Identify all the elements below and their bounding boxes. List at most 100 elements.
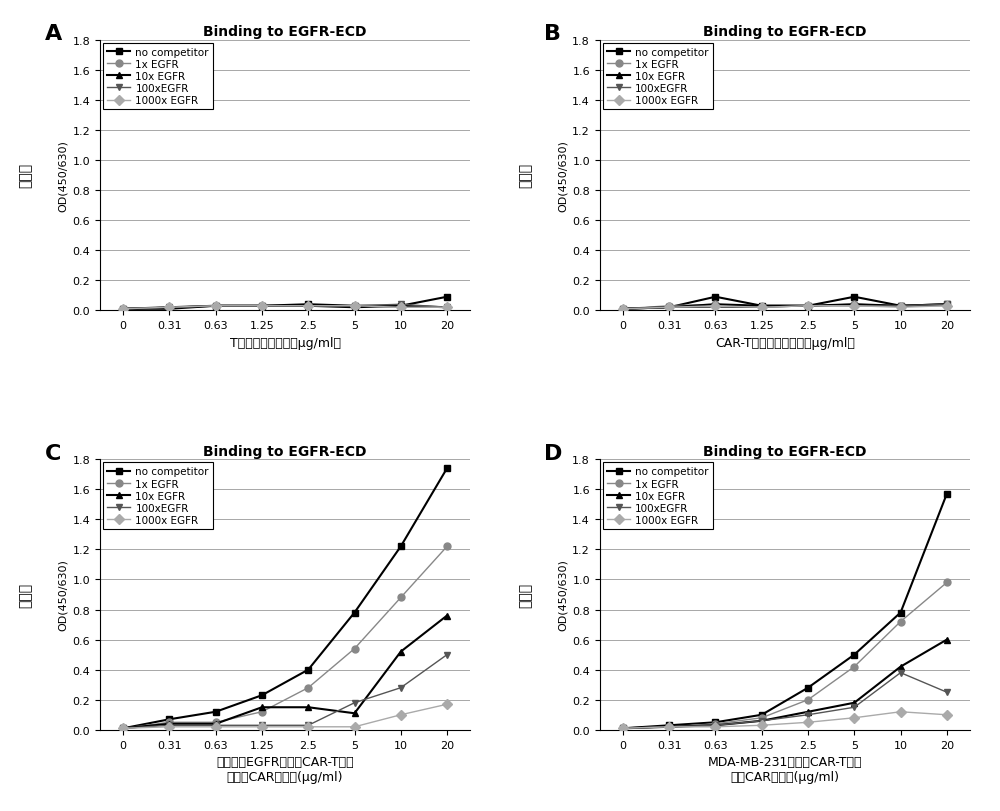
100xEGFR: [848, 702, 860, 712]
Title: Binding to EGFR-ECD: Binding to EGFR-ECD: [703, 25, 867, 40]
no competitor: [941, 300, 953, 310]
100xEGFR: [210, 302, 222, 311]
1000x EGFR: [395, 303, 407, 313]
Y-axis label: OD(450/630): OD(450/630): [558, 559, 568, 631]
no competitor: [802, 683, 814, 693]
Y-axis label: OD(450/630): OD(450/630): [58, 559, 68, 631]
1x EGFR: [663, 722, 675, 732]
10x EGFR: [117, 304, 129, 314]
100xEGFR: [756, 303, 768, 313]
no competitor: [117, 723, 129, 733]
Title: Binding to EGFR-ECD: Binding to EGFR-ECD: [203, 25, 367, 40]
Line: 1x EGFR: 1x EGFR: [120, 303, 451, 313]
100xEGFR: [163, 303, 175, 313]
1000x EGFR: [302, 302, 314, 311]
Line: 1000x EGFR: 1000x EGFR: [120, 701, 451, 732]
X-axis label: MDA-MB-231活化的CAR-T细胞
来源CAR外泌体(μg/ml): MDA-MB-231活化的CAR-T细胞 来源CAR外泌体(μg/ml): [708, 755, 862, 783]
10x EGFR: [848, 300, 860, 310]
Text: D: D: [544, 444, 563, 463]
no competitor: [163, 714, 175, 724]
Line: 10x EGFR: 10x EGFR: [619, 302, 950, 313]
1000x EGFR: [709, 722, 721, 732]
100xEGFR: [210, 720, 222, 730]
no competitor: [709, 718, 721, 727]
1000x EGFR: [802, 302, 814, 311]
10x EGFR: [163, 719, 175, 729]
1000x EGFR: [256, 722, 268, 732]
X-axis label: T细胞来源外泌体（μg/ml）: T细胞来源外泌体（μg/ml）: [230, 336, 341, 349]
no competitor: [395, 542, 407, 551]
1000x EGFR: [663, 722, 675, 732]
Line: no competitor: no competitor: [120, 294, 451, 313]
1x EGFR: [941, 302, 953, 311]
no competitor: [395, 302, 407, 311]
100xEGFR: [163, 720, 175, 730]
1x EGFR: [349, 302, 361, 311]
no competitor: [848, 293, 860, 303]
1x EGFR: [117, 304, 129, 314]
Text: 吸光度: 吸光度: [19, 582, 33, 607]
10x EGFR: [210, 302, 222, 311]
1x EGFR: [302, 302, 314, 311]
1000x EGFR: [802, 718, 814, 727]
100xEGFR: [617, 304, 629, 314]
1x EGFR: [210, 718, 222, 727]
1x EGFR: [395, 593, 407, 603]
Legend: no competitor, 1x EGFR, 10x EGFR, 100xEGFR, 1000x EGFR: no competitor, 1x EGFR, 10x EGFR, 100xEG…: [603, 463, 713, 530]
no competitor: [663, 303, 675, 313]
1x EGFR: [756, 713, 768, 723]
1x EGFR: [895, 302, 907, 311]
no competitor: [663, 720, 675, 730]
100xEGFR: [117, 723, 129, 733]
100xEGFR: [848, 302, 860, 311]
Title: Binding to EGFR-ECD: Binding to EGFR-ECD: [703, 444, 867, 458]
no competitor: [441, 293, 453, 303]
no competitor: [117, 304, 129, 314]
10x EGFR: [349, 303, 361, 313]
Legend: no competitor, 1x EGFR, 10x EGFR, 100xEGFR, 1000x EGFR: no competitor, 1x EGFR, 10x EGFR, 100xEG…: [603, 44, 713, 110]
1000x EGFR: [617, 304, 629, 314]
10x EGFR: [848, 698, 860, 708]
1000x EGFR: [210, 722, 222, 732]
no competitor: [302, 300, 314, 310]
no competitor: [210, 302, 222, 311]
100xEGFR: [663, 303, 675, 313]
no competitor: [848, 650, 860, 659]
10x EGFR: [941, 300, 953, 310]
10x EGFR: [117, 723, 129, 733]
no competitor: [941, 489, 953, 499]
Line: no competitor: no competitor: [619, 294, 950, 313]
no competitor: [302, 665, 314, 675]
Y-axis label: OD(450/630): OD(450/630): [558, 139, 568, 212]
10x EGFR: [802, 707, 814, 717]
Text: B: B: [544, 24, 561, 45]
Line: no competitor: no competitor: [619, 491, 950, 732]
1000x EGFR: [349, 722, 361, 732]
100xEGFR: [895, 302, 907, 311]
1000x EGFR: [848, 302, 860, 311]
100xEGFR: [941, 688, 953, 697]
1000x EGFR: [117, 723, 129, 733]
1000x EGFR: [441, 700, 453, 710]
1000x EGFR: [256, 302, 268, 311]
1x EGFR: [941, 578, 953, 588]
1x EGFR: [848, 300, 860, 310]
1x EGFR: [756, 303, 768, 313]
1000x EGFR: [709, 302, 721, 311]
1000x EGFR: [756, 303, 768, 313]
no competitor: [709, 293, 721, 303]
100xEGFR: [709, 303, 721, 313]
Text: 吸光度: 吸光度: [19, 163, 33, 188]
1000x EGFR: [441, 303, 453, 313]
Title: Binding to EGFR-ECD: Binding to EGFR-ECD: [203, 444, 367, 458]
100xEGFR: [441, 303, 453, 313]
no competitor: [441, 464, 453, 474]
1x EGFR: [349, 644, 361, 654]
1000x EGFR: [663, 303, 675, 313]
100xEGFR: [941, 300, 953, 310]
100xEGFR: [802, 710, 814, 719]
1x EGFR: [302, 683, 314, 693]
10x EGFR: [256, 302, 268, 311]
no competitor: [210, 707, 222, 717]
10x EGFR: [802, 302, 814, 311]
